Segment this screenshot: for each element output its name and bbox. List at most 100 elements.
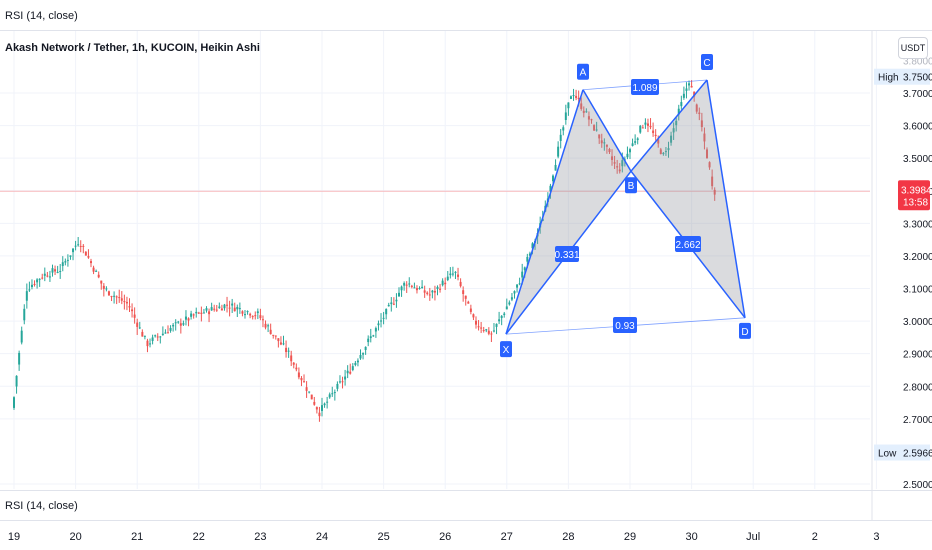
candle-body <box>313 401 316 405</box>
candle-body <box>426 292 429 294</box>
candle-body <box>197 312 200 314</box>
candle-body <box>698 112 701 115</box>
candle-body <box>300 378 303 381</box>
candle-body <box>575 95 578 99</box>
pattern-leg-XA <box>505 89 584 335</box>
candle-body <box>169 327 172 331</box>
candle-body <box>485 329 488 331</box>
candle-body <box>328 394 331 398</box>
ratio-label-bd: 2.662 <box>675 240 700 251</box>
candle-body <box>441 280 444 286</box>
pattern-point-b-bg <box>625 177 637 194</box>
candle-body <box>177 321 180 323</box>
candle-body <box>179 323 182 326</box>
pane-separator-bottom[interactable] <box>0 490 932 491</box>
candle-body <box>444 282 447 285</box>
candle-body <box>84 251 87 256</box>
time-tick-label: 26 <box>439 531 451 543</box>
candle-body <box>392 303 395 305</box>
candle-body <box>572 95 575 97</box>
candle-body <box>621 160 624 167</box>
candle-body <box>226 304 229 306</box>
candle-body <box>459 281 462 287</box>
current-price-badge <box>898 180 930 211</box>
time-tick-label: 21 <box>131 531 143 543</box>
time-tick-label: 28 <box>562 531 574 543</box>
candle-body <box>374 328 377 332</box>
candle-body <box>48 276 51 278</box>
candle-body <box>693 91 696 97</box>
candle-body <box>595 129 598 131</box>
pattern-point-d: D <box>741 327 748 338</box>
price-countdown: 13:58 <box>903 197 928 208</box>
candle-body <box>482 329 485 331</box>
candle-body <box>331 393 334 395</box>
candle-body <box>285 347 288 353</box>
candle-body <box>659 149 662 155</box>
candle-body <box>649 125 652 128</box>
price-tick-label: 3.0000 <box>903 317 932 328</box>
candle-body <box>77 244 80 246</box>
candle-body <box>385 309 388 315</box>
time-tick-label: 2 <box>812 531 818 543</box>
pattern-point-x: X <box>503 345 510 356</box>
candle-body <box>559 134 562 141</box>
candle-body <box>390 302 393 305</box>
candle-body <box>518 283 521 285</box>
candle-body <box>161 333 164 335</box>
pattern-point-c-bg <box>701 53 713 70</box>
candle-body <box>634 141 637 143</box>
candle-body <box>593 125 596 131</box>
candle-body <box>703 133 706 142</box>
candle-body <box>141 331 144 337</box>
candle-body <box>254 315 257 317</box>
candle-body <box>608 149 611 153</box>
pane-separator-top[interactable] <box>0 30 932 31</box>
pattern-point-d-bg <box>739 322 751 339</box>
candle-body <box>187 318 190 321</box>
candle-body <box>477 326 480 328</box>
time-tick-label: 22 <box>193 531 205 543</box>
candle-body <box>372 335 375 337</box>
candle-body <box>25 291 28 301</box>
candle-body <box>279 342 282 345</box>
candle-body <box>43 273 46 276</box>
candle-body <box>64 261 67 263</box>
candle-body <box>349 371 352 374</box>
candle-body <box>580 103 583 109</box>
rsi-indicator-label-top[interactable]: RSI (14, close) <box>5 10 78 22</box>
candle-body <box>87 256 90 258</box>
candle-body <box>433 290 436 293</box>
currency-button[interactable]: USDT <box>898 37 928 59</box>
candle-body <box>215 309 218 311</box>
candle-body <box>341 381 344 383</box>
ratio-label-xb-bg <box>555 246 579 262</box>
rsi-indicator-label-bottom[interactable]: RSI (14, close) <box>5 500 78 512</box>
candle-body <box>505 306 508 310</box>
candle-body <box>74 245 77 247</box>
candle-body <box>38 278 41 280</box>
candle-body <box>143 335 146 337</box>
candle-body <box>636 138 639 141</box>
candle-body <box>259 315 262 319</box>
candles <box>13 80 716 422</box>
candle-body <box>125 301 128 304</box>
candle-body <box>641 127 644 129</box>
candle-body <box>110 296 113 298</box>
ratio-label-bd-bg <box>675 236 701 252</box>
candle-body <box>513 291 516 294</box>
pattern-point-b: B <box>628 181 635 192</box>
candle-body <box>33 283 36 285</box>
candle-body <box>516 284 519 288</box>
candle-body <box>274 335 277 337</box>
candle-body <box>467 301 470 304</box>
candle-body <box>218 306 221 309</box>
time-tick-label: 19 <box>8 531 20 543</box>
candle-body <box>464 295 467 299</box>
candle-body <box>690 85 693 88</box>
candle-body <box>200 312 203 314</box>
candle-body <box>472 314 475 318</box>
candle-body <box>387 304 390 307</box>
candle-body <box>552 175 554 182</box>
